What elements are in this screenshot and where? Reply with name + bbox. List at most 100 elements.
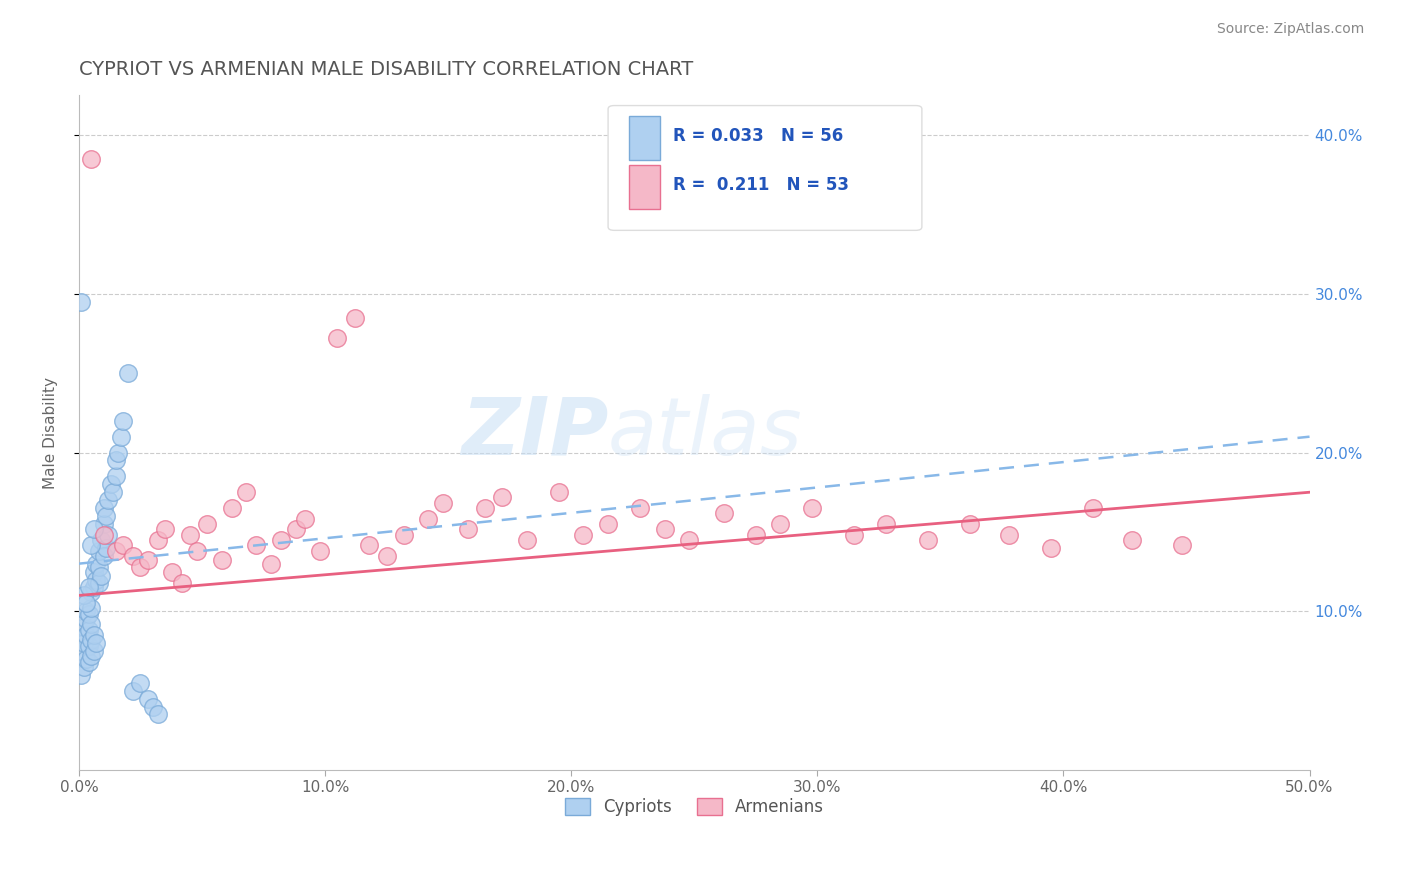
Point [80,632,103,647]
Point [77,581,100,595]
Point [80,152,103,166]
Point [80,585,103,599]
Point [162,565,184,579]
Point [172,575,194,590]
Point [678,533,700,547]
Point [844,528,866,542]
Point [179,528,201,542]
Point [83,565,105,579]
Point [1081,501,1104,516]
Point [186,544,208,558]
Point [875,516,897,531]
Point [572,528,595,542]
Point [598,516,620,531]
FancyBboxPatch shape [628,116,659,160]
Point [83,644,105,658]
Point [75,652,97,666]
Text: Source: ZipAtlas.com: Source: ZipAtlas.com [1216,22,1364,37]
Point [122,549,145,563]
Point [457,522,479,536]
Point [628,501,651,516]
Point [112,538,135,552]
Point [136,691,159,706]
Point [769,516,792,531]
Point [1040,541,1063,555]
Point [235,485,257,500]
Point [122,683,145,698]
Point [93,528,115,542]
Point [418,512,440,526]
Point [917,533,939,547]
Point [90,569,112,583]
Point [84,557,107,571]
Point [83,628,105,642]
Y-axis label: Male Disability: Male Disability [44,376,58,489]
Point [104,544,127,558]
Point [97,493,120,508]
Point [221,501,243,516]
Text: R =  0.211   N = 53: R = 0.211 N = 53 [673,176,849,194]
FancyBboxPatch shape [609,105,922,230]
Legend: Cypriots, Armenians: Cypriots, Armenians [558,791,831,822]
Point [359,538,381,552]
Point [77,624,100,638]
Point [80,617,103,632]
Point [129,675,152,690]
Point [998,528,1021,542]
Point [142,699,165,714]
Point [104,453,127,467]
Point [70,294,93,309]
Point [1121,533,1143,547]
Point [75,604,97,618]
Point [260,557,283,571]
Point [375,549,398,563]
Point [343,310,366,325]
Point [70,644,93,658]
Point [294,512,316,526]
Point [84,636,107,650]
Point [547,485,569,500]
Point [93,516,115,531]
Point [1170,538,1192,552]
Point [392,528,415,542]
Point [110,430,132,444]
Point [77,639,100,653]
Point [309,544,332,558]
Point [94,509,117,524]
Point [211,553,233,567]
Point [75,612,97,626]
Text: R = 0.033   N = 56: R = 0.033 N = 56 [673,127,844,145]
Point [70,667,93,681]
Point [107,445,129,459]
Point [326,331,349,345]
Point [73,636,96,650]
Text: CYPRIOT VS ARMENIAN MALE DISABILITY CORRELATION CHART: CYPRIOT VS ARMENIAN MALE DISABILITY CORR… [79,60,693,78]
Point [474,501,496,516]
Point [146,533,169,547]
Point [93,549,115,563]
Point [713,506,735,520]
Point [75,596,97,610]
Point [87,575,110,590]
Point [80,648,103,663]
Text: atlas: atlas [609,393,803,472]
Point [75,628,97,642]
Point [745,528,768,542]
Point [100,477,122,491]
Point [103,485,125,500]
Point [146,707,169,722]
Point [77,655,100,669]
Point [83,581,105,595]
FancyBboxPatch shape [628,165,659,209]
Point [195,516,218,531]
Point [654,522,676,536]
Point [77,607,100,622]
Point [117,366,139,380]
Text: ZIP: ZIP [461,393,609,472]
Point [112,414,135,428]
Point [801,501,824,516]
Point [90,533,112,547]
Point [104,469,127,483]
Point [73,588,96,602]
Point [73,620,96,634]
